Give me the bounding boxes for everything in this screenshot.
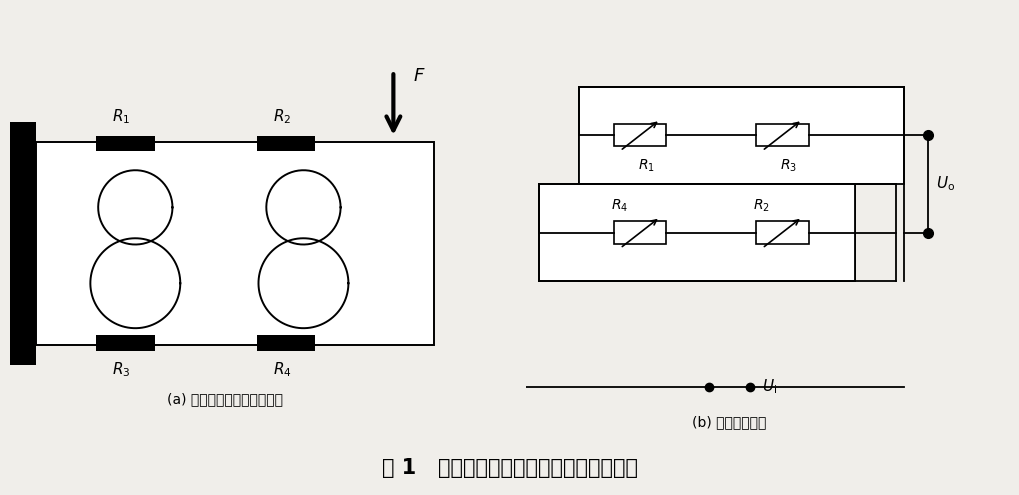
Text: 图 1   双孔梁应变贴片受力及全桥测量电路: 图 1 双孔梁应变贴片受力及全桥测量电路 xyxy=(382,458,637,478)
Bar xyxy=(257,136,315,151)
Bar xyxy=(755,221,808,244)
Text: $R_4$: $R_4$ xyxy=(610,198,628,214)
Bar xyxy=(613,124,665,147)
Bar xyxy=(579,87,854,281)
Bar xyxy=(579,87,903,184)
Bar xyxy=(96,136,155,151)
Text: $R_2$: $R_2$ xyxy=(272,107,290,126)
Bar xyxy=(538,184,854,281)
Bar xyxy=(755,124,808,147)
Text: $R_3$: $R_3$ xyxy=(779,157,796,174)
Bar xyxy=(36,142,434,345)
Text: $U_\mathrm{o}$: $U_\mathrm{o}$ xyxy=(935,175,955,193)
Text: $R_1$: $R_1$ xyxy=(112,107,130,126)
Text: $R_2$: $R_2$ xyxy=(753,198,769,214)
Bar xyxy=(613,221,665,244)
Text: (a) 双孔梁应变贴片受力电路: (a) 双孔梁应变贴片受力电路 xyxy=(167,392,283,406)
Bar xyxy=(96,335,155,351)
Text: $R_4$: $R_4$ xyxy=(272,361,291,379)
Text: $R_3$: $R_3$ xyxy=(112,361,130,379)
Bar xyxy=(257,335,315,351)
Bar xyxy=(10,122,36,364)
Text: $R_1$: $R_1$ xyxy=(637,157,654,174)
Text: $U_\mathrm{i}$: $U_\mathrm{i}$ xyxy=(761,378,776,396)
Text: (b) 全桥测量电路: (b) 全桥测量电路 xyxy=(692,415,766,429)
Text: $F$: $F$ xyxy=(413,67,425,86)
